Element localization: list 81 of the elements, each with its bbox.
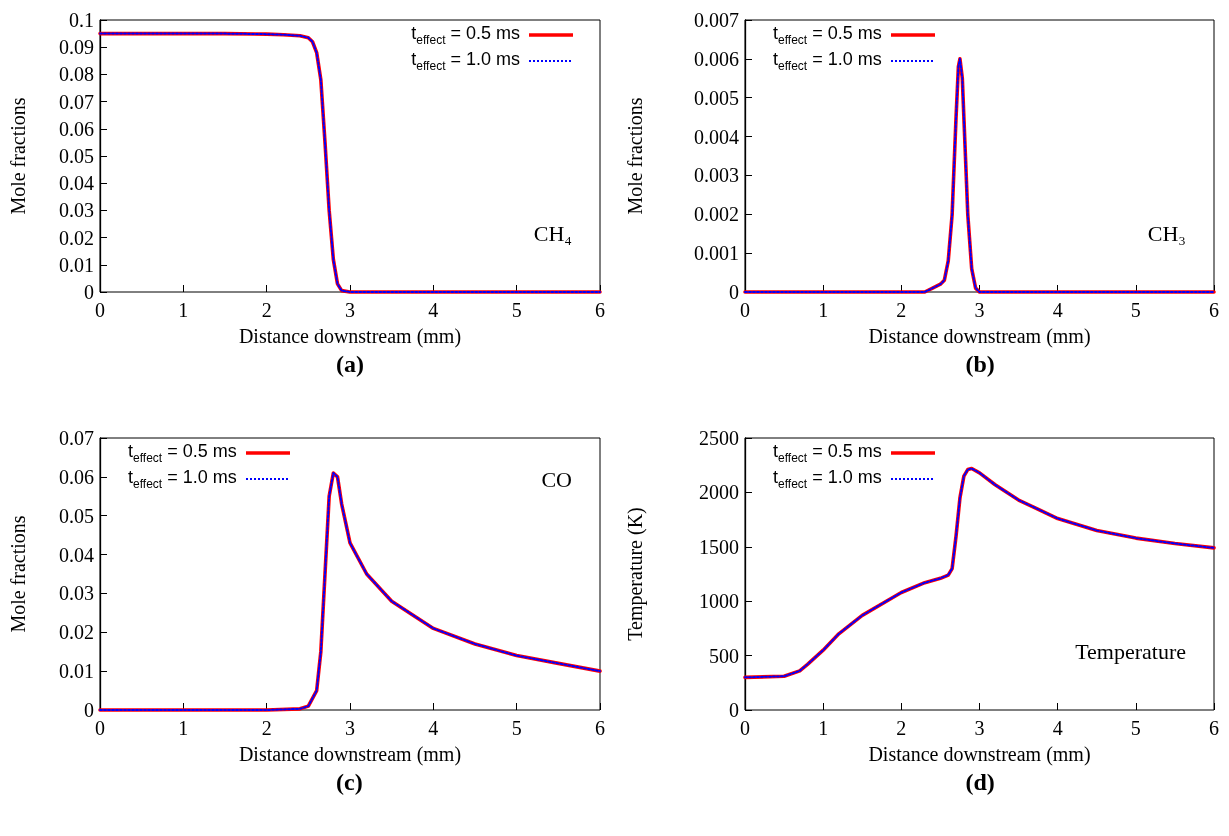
y-tick-label: 0: [84, 281, 94, 303]
x-tick-label: 1: [178, 299, 189, 321]
y-tick-label: 1000: [699, 590, 739, 613]
y-tick-label: 0.03: [59, 582, 94, 605]
annotation: Temperature: [1075, 638, 1187, 664]
y-tick-label: 0.04: [59, 172, 94, 195]
x-axis-title: Distance downstream (mm): [868, 325, 1091, 348]
y-tick-label: 0.05: [59, 145, 94, 167]
y-tick-label: 0.02: [59, 621, 94, 644]
legend-label: t$_{effect}$ = 0.5 ms: [411, 23, 520, 47]
x-tick-label: 4: [1052, 299, 1063, 321]
y-tick-label: 0.03: [59, 199, 94, 222]
y-tick-label: 0.006: [694, 47, 739, 70]
y-tick-label: 0.04: [59, 543, 94, 566]
y-axis-title: Temperature (K): [624, 507, 647, 641]
x-tick-label: 3: [345, 299, 355, 321]
x-tick-label: 2: [261, 299, 272, 321]
legend-label: t$_{effect}$ = 1.0 ms: [773, 49, 882, 73]
x-tick-label: 5: [1130, 299, 1141, 321]
y-tick-label: 0.06: [59, 117, 94, 140]
y-axis-title: Mole fractions: [624, 97, 646, 215]
y-axis-title: Mole fractions: [7, 97, 29, 215]
y-tick-label: 0.01: [59, 253, 94, 276]
legend-label: t$_{effect}$ = 0.5 ms: [773, 441, 882, 465]
text: (b): [965, 351, 995, 377]
x-tick-label: 6: [1209, 717, 1219, 739]
x-tick-label: 6: [1209, 299, 1219, 321]
y-tick-label: 0.06: [59, 465, 94, 488]
x-tick-label: 3: [974, 717, 985, 739]
legend-label: t$_{effect}$ = 1.0 ms: [411, 49, 520, 73]
x-tick-label: 2: [896, 299, 907, 321]
x-tick-label: 5: [511, 717, 522, 739]
y-tick-label: 0.07: [59, 90, 94, 113]
text: (d): [965, 769, 995, 795]
y-tick-label: 1500: [699, 535, 739, 558]
x-tick-label: 5: [1130, 717, 1141, 739]
x-tick-label: 4: [1052, 717, 1063, 739]
annotation: CO: [541, 466, 572, 492]
y-tick-label: 0.002: [694, 203, 739, 226]
text: (c): [336, 769, 363, 795]
y-tick-label: 0.005: [694, 86, 739, 109]
legend-label: t$_{effect}$ = 0.5 ms: [773, 23, 882, 47]
x-tick-label: 3: [974, 299, 985, 321]
y-tick-label: 500: [709, 644, 739, 667]
x-tick-label: 4: [428, 717, 439, 739]
y-tick-label: 2000: [699, 481, 739, 504]
legend-label: t$_{effect}$ = 1.0 ms: [128, 467, 237, 491]
x-tick-label: 1: [818, 299, 829, 321]
y-tick-label: 0.02: [59, 226, 94, 249]
x-tick-label: 5: [511, 299, 522, 321]
annotation: CH₄: [533, 220, 572, 246]
x-axis-title: Distance downstream (mm): [238, 743, 462, 766]
y-tick-label: 2500: [699, 427, 739, 449]
y-tick-label: 0.08: [59, 63, 94, 86]
y-tick-label: 0: [729, 699, 739, 721]
x-tick-label: 2: [261, 717, 272, 739]
x-tick-label: 4: [428, 299, 439, 321]
x-tick-label: 3: [345, 717, 355, 739]
x-tick-label: 6: [595, 717, 605, 739]
annotation: CH₃: [1147, 220, 1186, 246]
x-tick-label: 2: [896, 717, 907, 739]
x-axis-title: Distance downstream (mm): [868, 743, 1091, 766]
x-axis-title: Distance downstream (mm): [238, 325, 462, 348]
legend-label: t$_{effect}$ = 1.0 ms: [773, 467, 882, 491]
legend-label: t$_{effect}$ = 0.5 ms: [128, 441, 237, 465]
y-tick-label: 0.09: [59, 36, 94, 59]
x-tick-label: 1: [818, 717, 829, 739]
y-tick-label: 0.003: [694, 164, 739, 187]
y-tick-label: 0.05: [59, 504, 94, 527]
y-tick-label: 0.007: [694, 9, 739, 31]
y-tick-label: 0: [729, 281, 739, 303]
y-tick-label: 0.07: [59, 427, 94, 449]
y-tick-label: 0.01: [59, 660, 94, 683]
y-tick-label: 0.004: [694, 125, 739, 148]
y-tick-label: 0.001: [694, 242, 739, 265]
text: (a): [336, 351, 364, 377]
y-tick-label: 0: [84, 699, 94, 721]
y-tick-label: 0.1: [69, 9, 94, 31]
x-tick-label: 6: [595, 299, 605, 321]
y-axis-title: Mole fractions: [7, 515, 29, 633]
x-tick-label: 1: [178, 717, 189, 739]
